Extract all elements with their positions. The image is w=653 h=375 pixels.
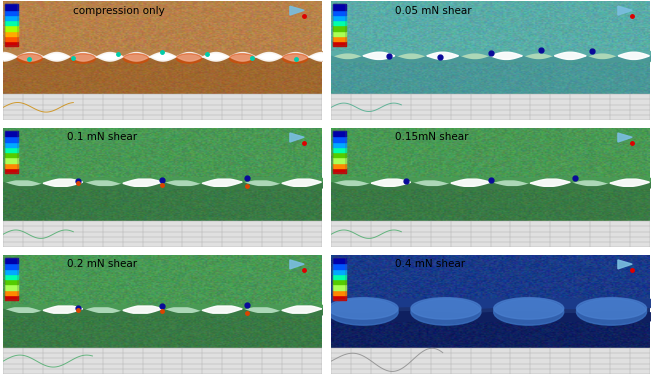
Polygon shape bbox=[290, 260, 304, 269]
Bar bbox=[333, 284, 345, 290]
Bar bbox=[333, 10, 345, 15]
Ellipse shape bbox=[229, 54, 255, 63]
Bar bbox=[5, 258, 18, 300]
Bar bbox=[5, 158, 18, 163]
Bar bbox=[333, 258, 345, 300]
Bar bbox=[5, 268, 18, 274]
Bar bbox=[5, 290, 18, 295]
Ellipse shape bbox=[70, 54, 95, 63]
Text: 0.2 mN shear: 0.2 mN shear bbox=[67, 260, 137, 269]
Text: 0.05 mN shear: 0.05 mN shear bbox=[395, 6, 471, 15]
Bar bbox=[5, 131, 18, 136]
Bar bbox=[5, 142, 18, 147]
Bar bbox=[333, 290, 345, 295]
Bar bbox=[333, 168, 345, 173]
Bar bbox=[333, 131, 345, 173]
Bar bbox=[5, 274, 18, 279]
Bar bbox=[331, 94, 650, 120]
Bar bbox=[333, 131, 345, 136]
Bar bbox=[5, 131, 18, 173]
Bar bbox=[333, 36, 345, 41]
Bar bbox=[5, 41, 18, 46]
Bar bbox=[3, 348, 322, 374]
Bar bbox=[5, 10, 18, 15]
Ellipse shape bbox=[123, 54, 149, 63]
Ellipse shape bbox=[494, 298, 564, 319]
Bar bbox=[5, 4, 18, 46]
Bar bbox=[5, 136, 18, 142]
Ellipse shape bbox=[577, 299, 646, 325]
Bar bbox=[333, 142, 345, 147]
Bar bbox=[333, 20, 345, 25]
Bar bbox=[333, 268, 345, 274]
Text: compression only: compression only bbox=[73, 6, 165, 15]
Ellipse shape bbox=[328, 298, 398, 319]
Bar bbox=[333, 136, 345, 142]
Bar bbox=[5, 147, 18, 152]
Bar bbox=[5, 4, 18, 10]
Bar bbox=[5, 20, 18, 25]
Bar bbox=[333, 295, 345, 300]
Polygon shape bbox=[290, 6, 304, 15]
Bar bbox=[333, 279, 345, 284]
Ellipse shape bbox=[577, 298, 646, 319]
Bar bbox=[333, 30, 345, 36]
Bar bbox=[5, 263, 18, 268]
Bar bbox=[5, 152, 18, 157]
Text: 0.1 mN shear: 0.1 mN shear bbox=[67, 132, 137, 142]
Bar bbox=[333, 274, 345, 279]
Text: 0.15mN shear: 0.15mN shear bbox=[395, 132, 468, 142]
Bar bbox=[333, 25, 345, 30]
Ellipse shape bbox=[411, 298, 481, 319]
Bar bbox=[333, 4, 345, 10]
Bar bbox=[333, 263, 345, 268]
Bar bbox=[333, 4, 345, 46]
Bar bbox=[333, 41, 345, 46]
Bar bbox=[333, 258, 345, 263]
Bar bbox=[5, 25, 18, 30]
Ellipse shape bbox=[411, 299, 481, 325]
Ellipse shape bbox=[17, 54, 42, 63]
Bar bbox=[331, 348, 650, 374]
Bar bbox=[333, 158, 345, 163]
Bar bbox=[333, 152, 345, 157]
Text: 0.4 mN shear: 0.4 mN shear bbox=[395, 260, 465, 269]
Ellipse shape bbox=[176, 54, 202, 63]
Bar bbox=[5, 295, 18, 300]
Bar bbox=[333, 147, 345, 152]
Polygon shape bbox=[290, 133, 304, 142]
Ellipse shape bbox=[328, 299, 398, 325]
Bar bbox=[331, 221, 650, 248]
Polygon shape bbox=[618, 6, 632, 15]
Bar bbox=[5, 36, 18, 41]
Ellipse shape bbox=[283, 54, 308, 63]
Bar bbox=[5, 284, 18, 290]
Bar bbox=[5, 15, 18, 20]
Polygon shape bbox=[618, 133, 632, 142]
Bar bbox=[331, 305, 650, 314]
Bar bbox=[3, 221, 322, 248]
Bar bbox=[5, 163, 18, 168]
Bar bbox=[5, 279, 18, 284]
Bar bbox=[5, 258, 18, 263]
Bar bbox=[5, 30, 18, 36]
Bar bbox=[5, 168, 18, 173]
Bar bbox=[333, 163, 345, 168]
Bar bbox=[333, 15, 345, 20]
Ellipse shape bbox=[494, 299, 564, 325]
Bar bbox=[3, 94, 322, 120]
Polygon shape bbox=[618, 260, 632, 269]
